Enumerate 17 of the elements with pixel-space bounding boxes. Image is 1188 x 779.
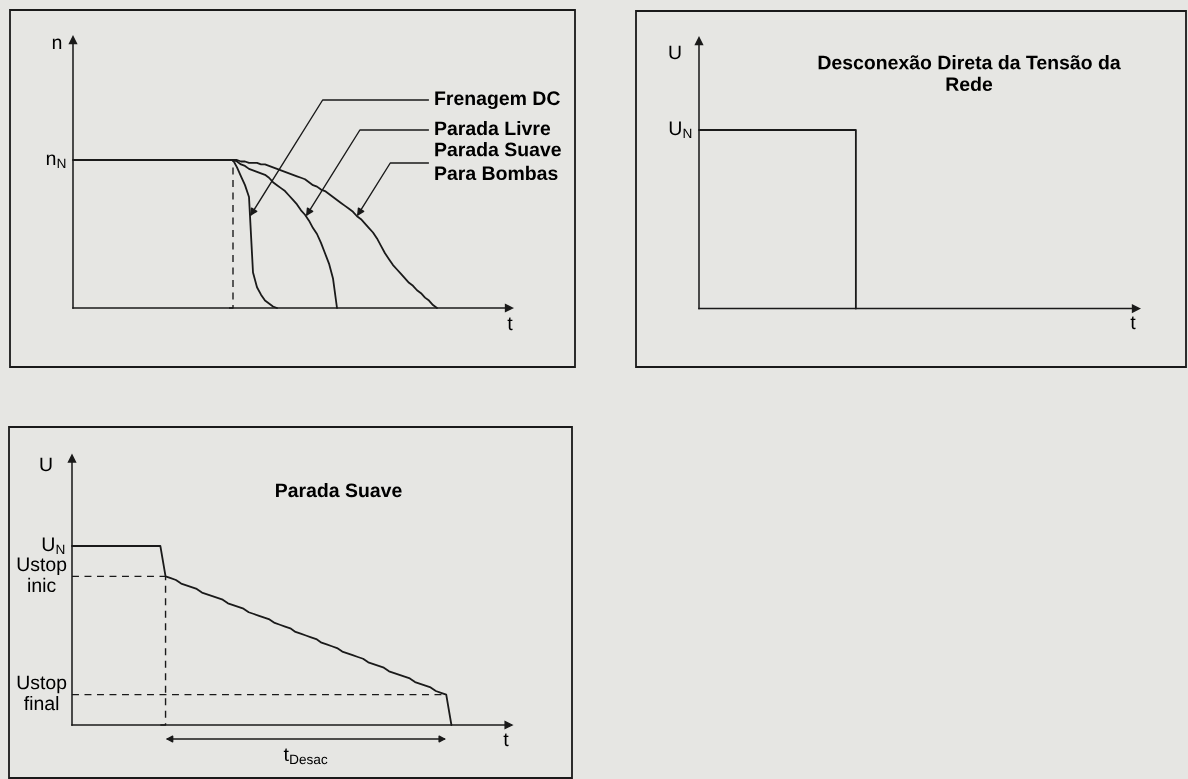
ref-line-label: Ustop inic (17, 557, 67, 593)
text: Frenagem DC (435, 91, 560, 110)
x-axis-title: t (503, 733, 509, 747)
text: U$_{N}$ (42, 537, 65, 555)
y-axis-title: n (52, 38, 62, 50)
text: Parada Livre (435, 120, 551, 136)
chart-title: Parada Suave (276, 482, 402, 498)
x-axis-title: t (507, 317, 513, 331)
y-axis-title: U (40, 457, 52, 472)
chart-title: Desconexão Direta da Tensão da Rede (818, 55, 1121, 92)
text: U$_{N}$ (669, 121, 692, 139)
ref-line-label: Ustop final (17, 675, 67, 711)
y-axis-title: U (669, 45, 681, 60)
text: t$_{Desac}$ (283, 748, 328, 765)
x-axis-title: t (1130, 316, 1136, 330)
text: Parada Suave Para Bombas (435, 142, 561, 181)
text: n$_{N}$ (46, 154, 66, 169)
